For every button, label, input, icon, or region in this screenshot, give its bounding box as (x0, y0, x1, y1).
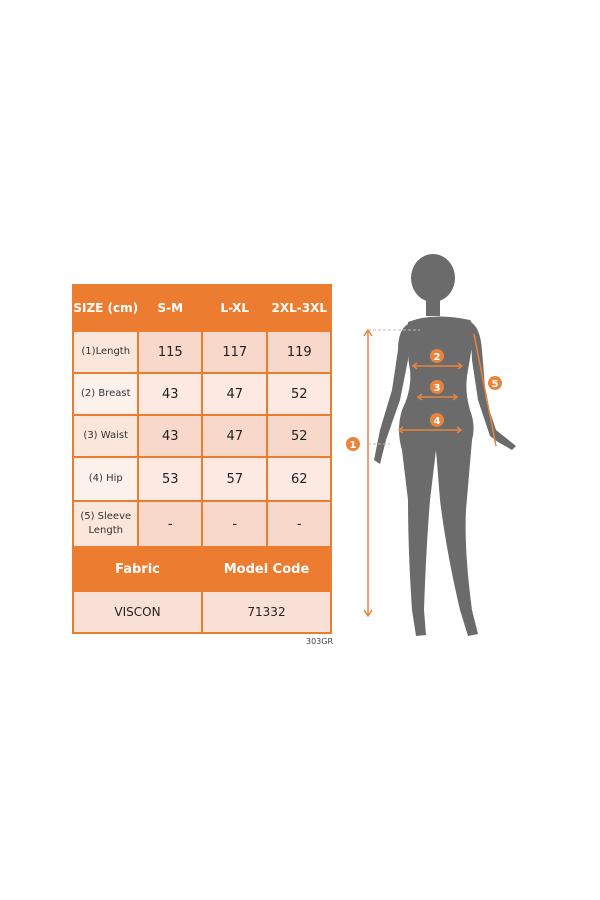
table-cell: 47 (202, 373, 268, 415)
table-row: (1)Length 115 117 119 (73, 331, 331, 373)
measurement-arrows (363, 328, 497, 618)
size-col-s-m: S-M (157, 301, 184, 315)
size-chart-table: SIZE (cm) S-M L-XL 2XL-3XL (1)Length 115… (72, 284, 332, 634)
product-code: 303GR (306, 637, 334, 646)
table-cell: 52 (267, 415, 331, 457)
table-cell: 115 (138, 331, 202, 373)
table-header: SIZE (cm) S-M L-XL 2XL-3XL (73, 285, 331, 331)
row-label: (2) Breast (73, 373, 139, 415)
table-cell: 43 (138, 373, 202, 415)
size-col-l-xl: L-XL (220, 301, 250, 315)
fabric-value-row: VISCON 71332 (73, 591, 331, 633)
table-cell: 119 (267, 331, 331, 373)
marker-4: 4 (434, 416, 441, 427)
size-col-2xl-3xl: 2XL-3XL (271, 301, 327, 315)
model-code-label: Model Code (223, 561, 310, 577)
fabric-label: Fabric (115, 561, 160, 577)
table-row: (2) Breast 43 47 52 (73, 373, 331, 415)
row-label: (4) Hip (73, 457, 139, 501)
table-cell: 117 (202, 331, 268, 373)
row-label: (1)Length (73, 331, 139, 373)
female-silhouette (374, 254, 516, 636)
body-measurement-figure: 1 2 3 4 5 (346, 254, 516, 636)
row-label: (3) Waist (73, 415, 139, 457)
table-cell: - (202, 501, 268, 547)
model-code-value: 71332 (202, 591, 331, 633)
table-cell: 57 (202, 457, 268, 501)
table-cell: - (267, 501, 331, 547)
table-row: (4) Hip 53 57 62 (73, 457, 331, 501)
marker-2: 2 (434, 352, 441, 363)
size-header: SIZE (cm) (73, 301, 139, 315)
table-cell: 43 (138, 415, 202, 457)
table-cell: 62 (267, 457, 331, 501)
row-label: (5) Sleeve Length (73, 501, 139, 547)
table-row: (5) Sleeve Length - - - (73, 501, 331, 547)
marker-1: 1 (350, 440, 357, 451)
marker-5: 5 (492, 379, 499, 390)
table-row: (3) Waist 43 47 52 (73, 415, 331, 457)
fabric-value: VISCON (73, 591, 202, 633)
marker-3: 3 (434, 383, 441, 394)
table-cell: 52 (267, 373, 331, 415)
table-cell: 53 (138, 457, 202, 501)
table-cell: - (138, 501, 202, 547)
fabric-header-row: Fabric Model Code (73, 547, 331, 591)
table-cell: 47 (202, 415, 268, 457)
measurement-markers: 1 2 3 4 5 (346, 349, 502, 451)
